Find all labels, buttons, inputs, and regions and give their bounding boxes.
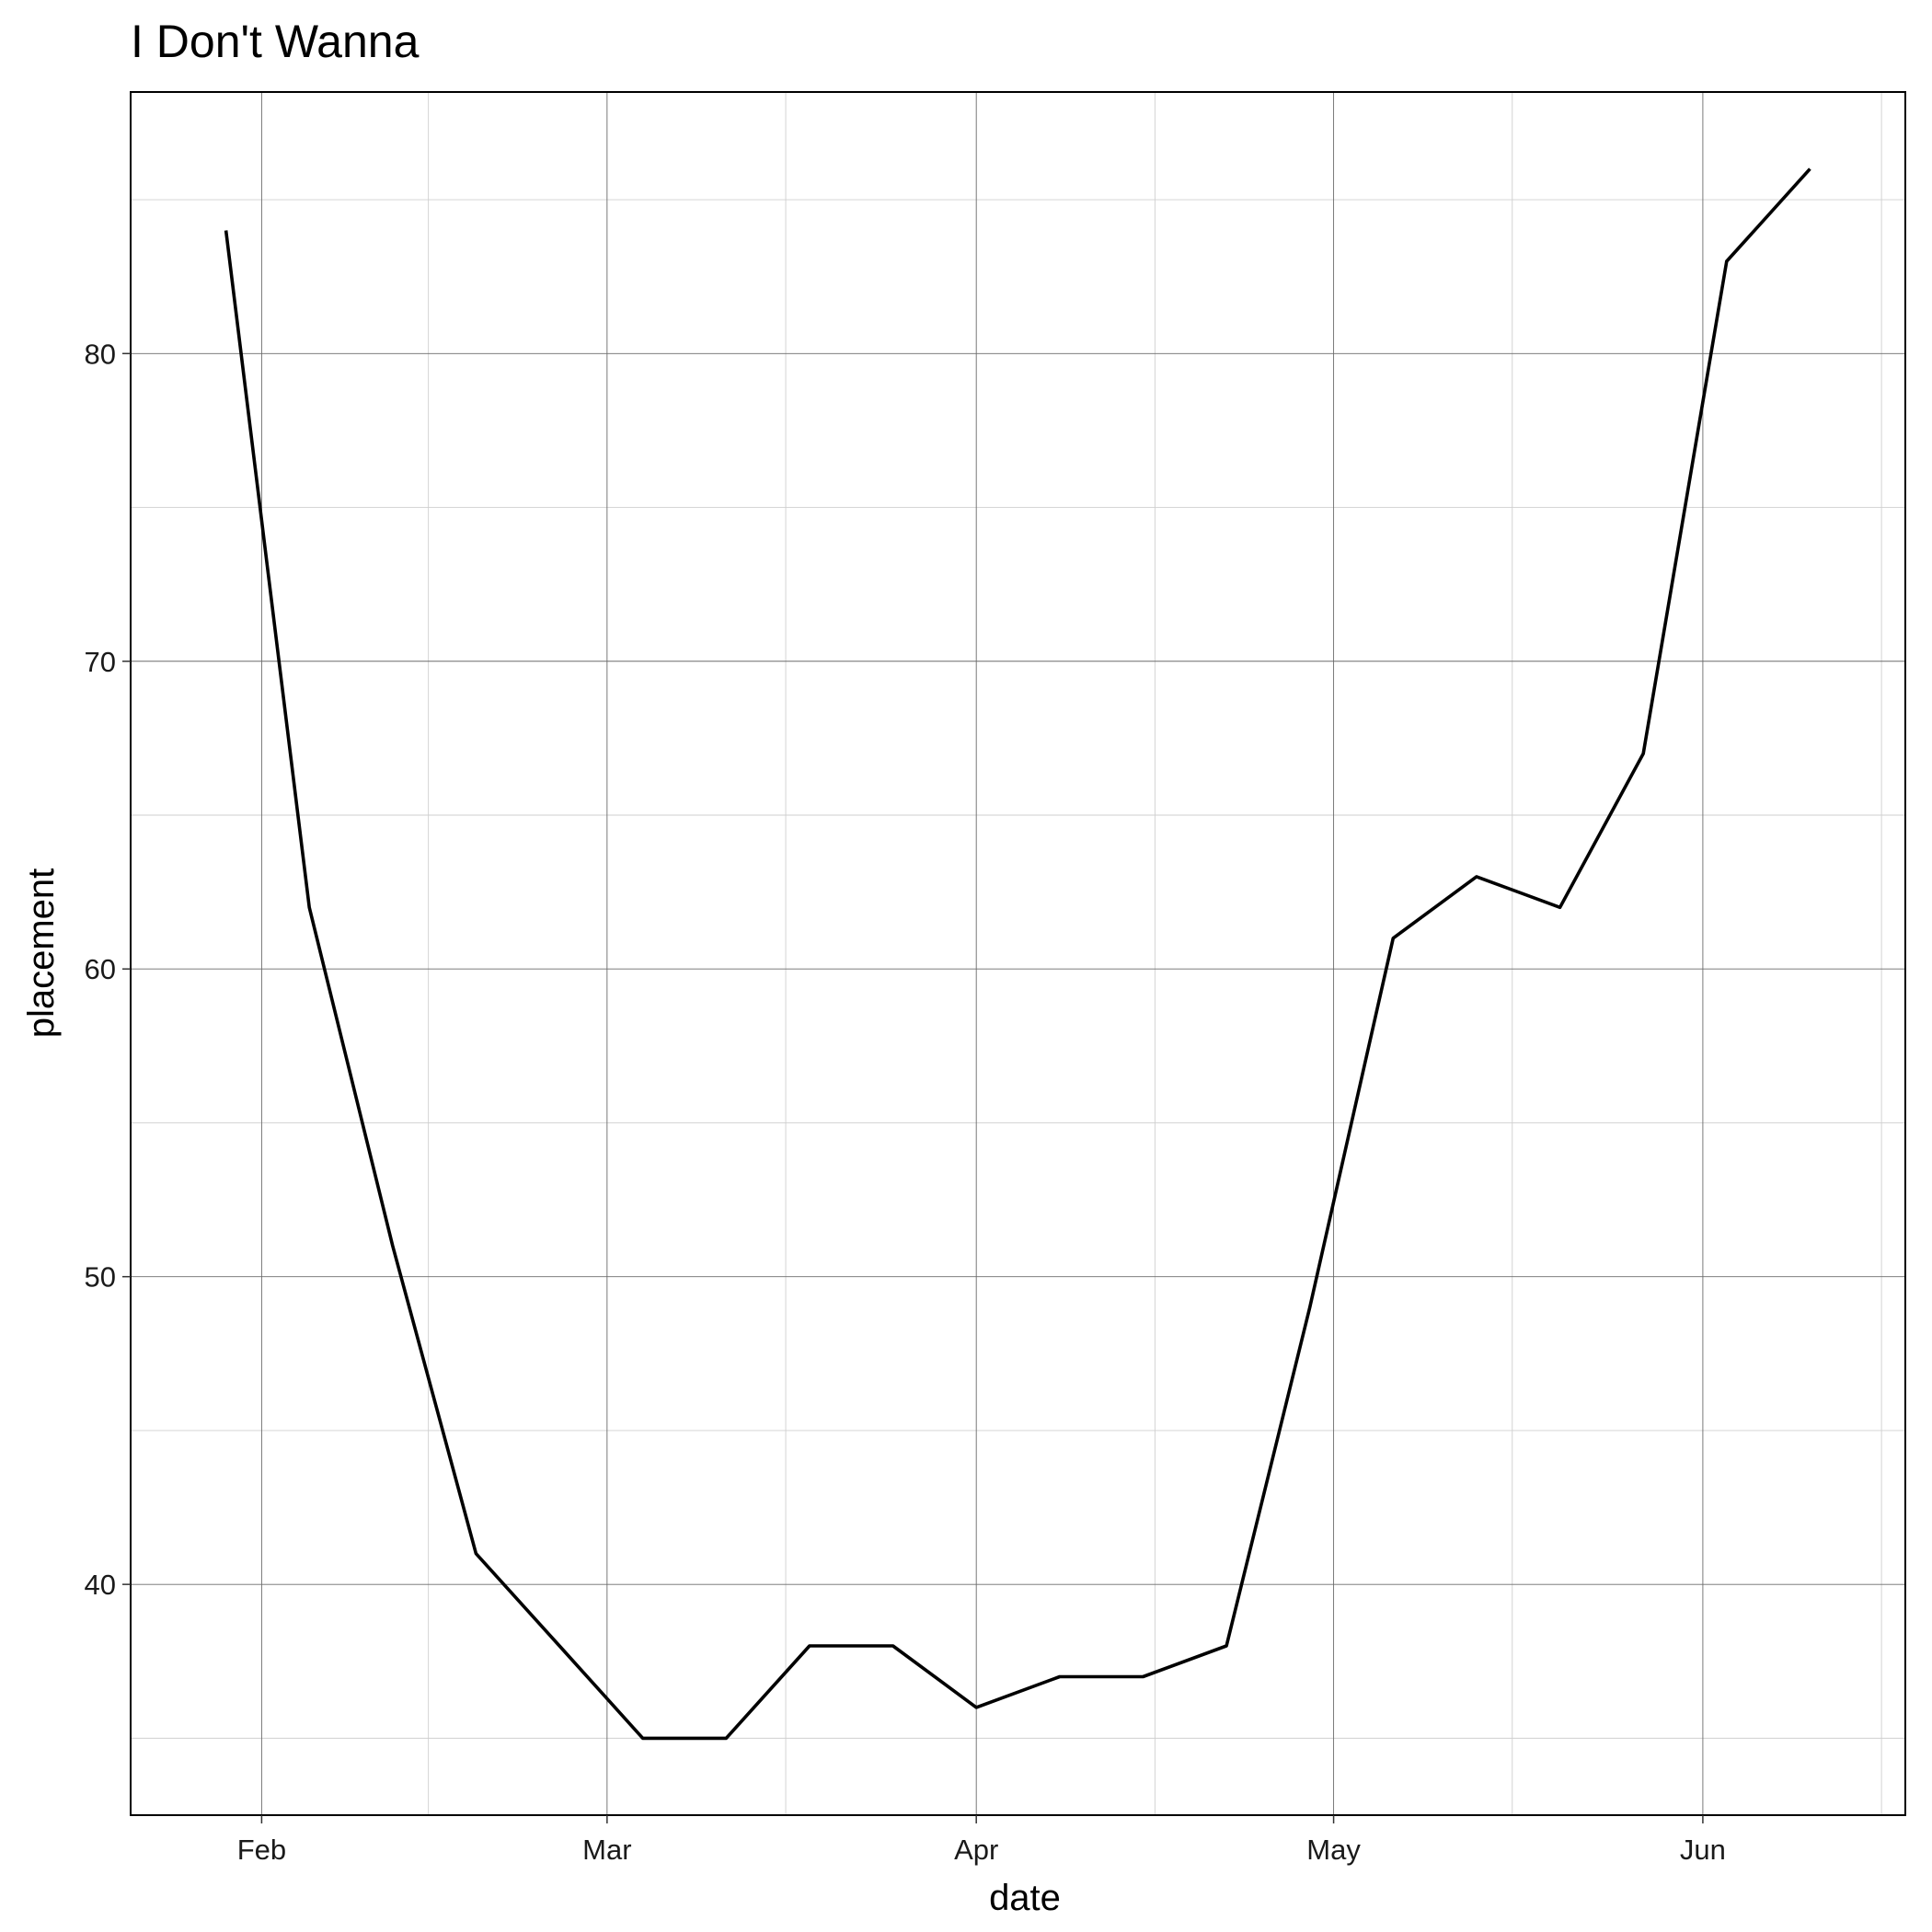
plot-panel-border bbox=[130, 91, 1906, 1816]
y-tick-label-2: 60 bbox=[85, 953, 116, 985]
series-line-placement bbox=[224, 167, 1811, 1741]
x-tick-label-0: Feb bbox=[237, 1834, 286, 1866]
chart-title: I Don't Wanna bbox=[131, 16, 420, 67]
y-axis-ticks: 40 50 60 70 80 bbox=[85, 338, 131, 1601]
y-tick-label-1: 50 bbox=[85, 1261, 116, 1294]
x-tick-label-1: Mar bbox=[582, 1834, 631, 1866]
y-tick-label-4: 80 bbox=[85, 338, 116, 370]
x-tick-label-2: Apr bbox=[954, 1834, 998, 1866]
x-tick-label-3: May bbox=[1306, 1834, 1361, 1866]
minor-gridlines bbox=[131, 92, 1905, 1815]
y-axis-title: placement bbox=[21, 868, 62, 1039]
y-tick-label-3: 70 bbox=[85, 646, 116, 678]
x-axis-ticks: Feb Mar Apr May Jun bbox=[237, 1815, 1726, 1866]
x-tick-label-4: Jun bbox=[1680, 1834, 1726, 1866]
y-tick-label-0: 40 bbox=[85, 1569, 116, 1601]
x-axis-title: date bbox=[989, 1878, 1061, 1918]
major-gridlines bbox=[131, 92, 1905, 1815]
